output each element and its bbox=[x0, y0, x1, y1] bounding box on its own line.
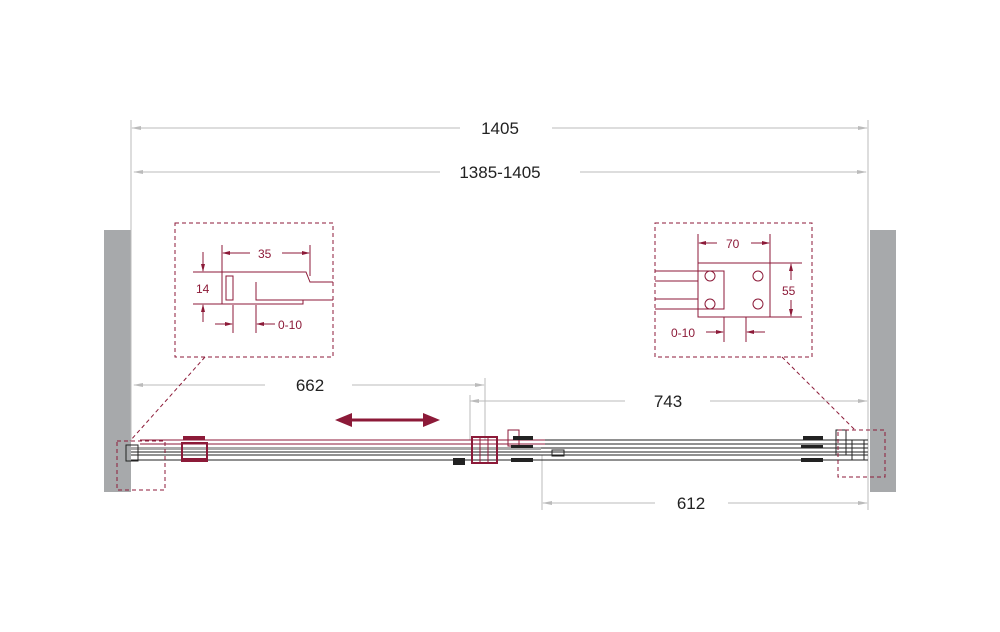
adjustment-range-label: 1385-1405 bbox=[459, 163, 540, 182]
dimension-overall-width: 1405 bbox=[131, 119, 868, 138]
right-wall bbox=[870, 230, 896, 492]
right-panel-label: 743 bbox=[654, 392, 682, 411]
right-wall-bracket-detail: 70 55 0-10 bbox=[654, 222, 886, 478]
left-panel-label: 662 bbox=[296, 376, 324, 395]
left-wall-profile-detail: 35 14 0-10 bbox=[116, 222, 334, 491]
right-detail-width-label: 70 bbox=[726, 237, 740, 251]
left-detail-depth-label: 35 bbox=[258, 247, 272, 261]
dimension-opening: 612 bbox=[542, 494, 868, 513]
dimension-adjustment-range: 1385-1405 bbox=[133, 163, 867, 182]
opening-label: 612 bbox=[677, 494, 705, 513]
rollers bbox=[125, 429, 865, 462]
right-detail-height-label: 55 bbox=[782, 284, 796, 298]
dimension-left-panel: 662 bbox=[133, 376, 485, 395]
dimension-right-panel: 743 bbox=[469, 392, 868, 411]
overall-width-label: 1405 bbox=[481, 119, 519, 138]
left-detail-adjust-label: 0-10 bbox=[278, 318, 302, 332]
sliding-direction-arrow bbox=[335, 413, 440, 427]
door-rails bbox=[131, 439, 868, 461]
right-detail-adjust-label: 0-10 bbox=[671, 326, 695, 340]
left-detail-thickness-label: 14 bbox=[196, 282, 210, 296]
sliding-panel bbox=[140, 429, 545, 465]
